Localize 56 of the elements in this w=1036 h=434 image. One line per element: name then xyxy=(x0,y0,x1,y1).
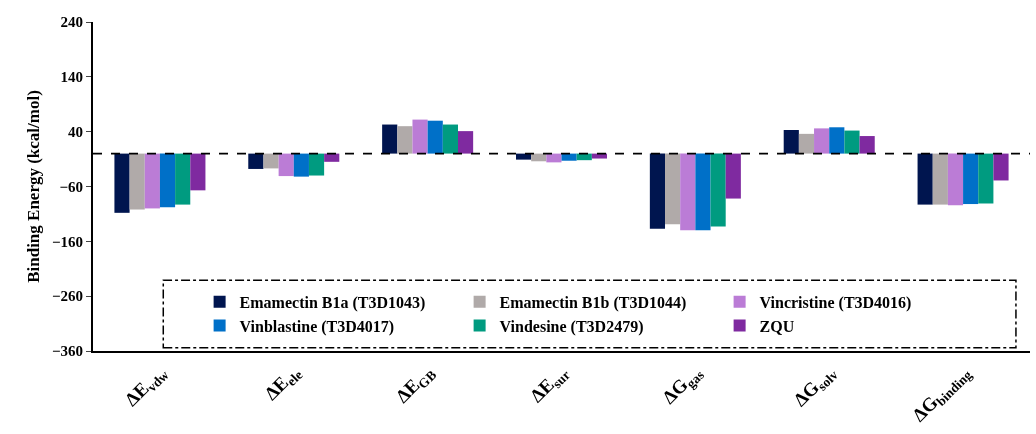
bar xyxy=(515,153,532,160)
bar xyxy=(397,126,413,154)
bar xyxy=(859,136,875,154)
bar xyxy=(457,131,474,154)
bar xyxy=(293,153,309,177)
bar xyxy=(561,153,577,161)
bar xyxy=(695,153,711,231)
bar xyxy=(263,153,279,169)
bar xyxy=(917,153,933,205)
bar xyxy=(308,153,325,176)
y-axis-title: Binding Energy (kcal/mol) xyxy=(23,90,43,283)
bar xyxy=(665,153,681,225)
bar xyxy=(710,153,726,227)
y-tick-label: 40 xyxy=(68,123,83,140)
bar xyxy=(531,153,547,162)
bar xyxy=(844,130,860,154)
legend-label: Emamectin B1b (T3D1044) xyxy=(499,293,687,312)
bar xyxy=(993,153,1009,181)
bar xyxy=(442,124,458,154)
bar xyxy=(129,153,145,210)
bar xyxy=(978,153,994,204)
legend-label: ZQU xyxy=(759,317,795,335)
bar xyxy=(963,153,979,205)
y-tick-label: 240 xyxy=(60,14,83,31)
bar xyxy=(798,133,815,154)
bar xyxy=(947,153,964,206)
bar xyxy=(382,124,398,154)
legend-label: Vincristine (T3D4016) xyxy=(759,293,912,312)
y-tick-label: −260 xyxy=(51,288,83,305)
y-tick-label: −360 xyxy=(51,343,83,360)
bar xyxy=(649,153,666,229)
bar xyxy=(591,153,608,159)
bar xyxy=(814,128,830,154)
bar xyxy=(412,119,428,154)
bar xyxy=(725,153,741,199)
bar xyxy=(144,153,160,209)
bar xyxy=(324,153,340,162)
legend-label: Vindesine (T3D2479) xyxy=(499,317,644,336)
bar xyxy=(278,153,294,177)
bar xyxy=(829,127,845,154)
bar xyxy=(175,153,191,205)
bar xyxy=(114,153,130,213)
bar xyxy=(576,153,592,161)
bar xyxy=(159,153,176,208)
bar xyxy=(783,130,799,154)
legend-label: Emamectin B1a (T3D1043) xyxy=(239,293,426,312)
y-tick-label: 140 xyxy=(60,69,83,86)
bar xyxy=(427,120,443,154)
bar xyxy=(248,153,264,169)
y-tick-label: −160 xyxy=(51,233,83,250)
y-tick-label: −60 xyxy=(59,178,83,195)
legend-label: Vinblastine (T3D4017) xyxy=(239,317,395,336)
bar xyxy=(932,153,948,205)
bar xyxy=(190,153,206,191)
bar xyxy=(680,153,696,231)
bar xyxy=(546,153,562,163)
